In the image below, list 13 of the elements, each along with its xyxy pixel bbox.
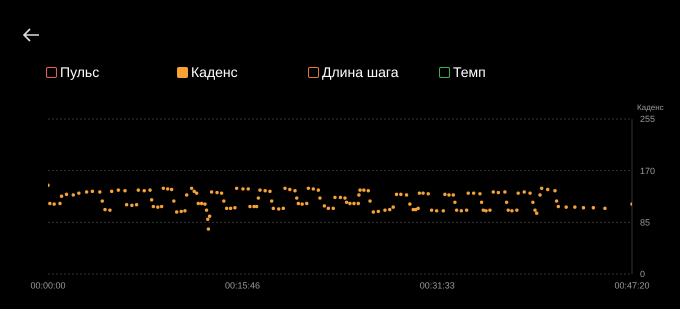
y-tick-label: 255 (640, 114, 656, 124)
y-tick-label: 0 (640, 269, 646, 280)
legend-label: Пульс (60, 64, 100, 80)
legend-label: Длина шага (322, 64, 398, 80)
x-tick-label: 00:47:20 (614, 280, 650, 290)
y-tick-label: 170 (640, 166, 656, 176)
y-tick-label: 85 (640, 218, 650, 228)
y-axis-title: Каденс (637, 103, 664, 112)
x-tick-label: 00:00:00 (30, 280, 66, 290)
legend-label: Темп (453, 64, 486, 80)
x-tick-label: 00:15:46 (225, 280, 260, 290)
x-tick-label: 00:31:33 (420, 280, 455, 290)
legend-label: Каденс (191, 64, 238, 80)
